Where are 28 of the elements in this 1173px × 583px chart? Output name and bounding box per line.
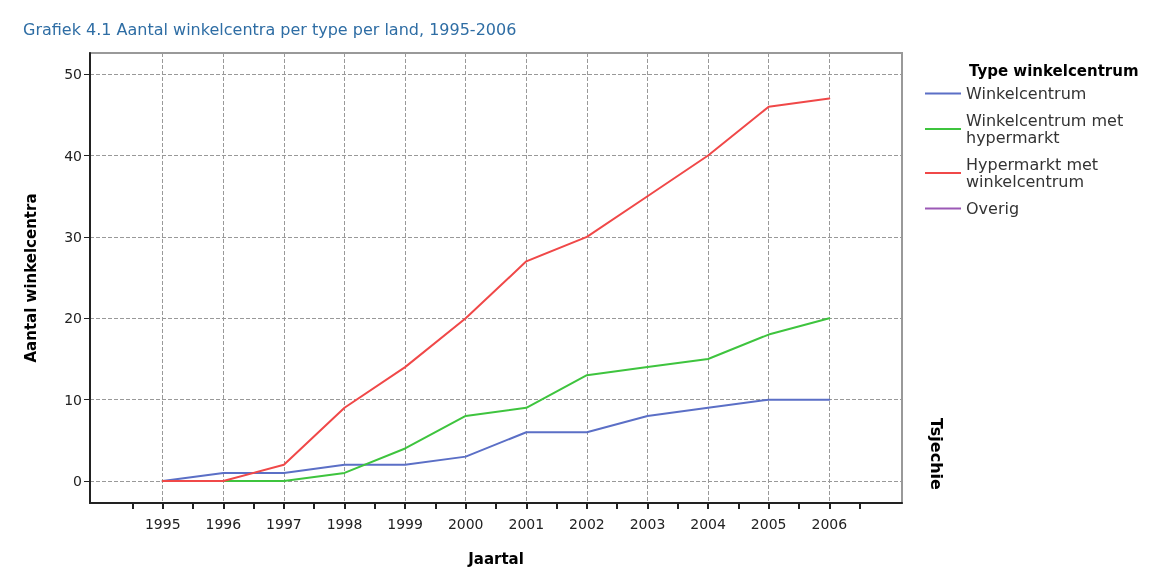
- x-tick-label: 2003: [629, 516, 666, 532]
- y-tick-label: 20: [64, 310, 82, 327]
- legend-title: Type winkelcentrum: [969, 61, 1139, 80]
- x-tick-label: 1999: [387, 516, 423, 532]
- x-tick-label: 2006: [811, 516, 848, 532]
- x-tick-label: 1995: [144, 516, 181, 532]
- x-tick-label: 2000: [447, 516, 484, 532]
- y-tick-label: 10: [64, 391, 82, 408]
- legend-label: Winkelcentrum: [966, 84, 1087, 103]
- legend-label: Winkelcentrum met hypermarkt: [966, 111, 1129, 147]
- x-tick-label: 2001: [508, 516, 545, 532]
- x-tick-label: 1996: [205, 516, 242, 532]
- y-tick-label: 30: [64, 228, 82, 245]
- y-tick-label: 40: [64, 147, 82, 164]
- x-tick-label: 1997: [266, 516, 302, 532]
- x-tick-label: 1998: [326, 516, 363, 532]
- x-axis-title: Jaartal: [467, 549, 524, 568]
- y-axis-title: Aantal winkelcentra: [21, 193, 40, 363]
- legend-label: Hypermarkt met winkelcentrum: [966, 155, 1104, 191]
- legend-label: Overig: [966, 199, 1020, 218]
- line-series: [161, 97, 831, 483]
- x-tick-label: 2002: [569, 516, 605, 532]
- y-tick-label: 0: [73, 473, 82, 490]
- text: Tsjechie: [926, 418, 946, 491]
- chart-title: Grafiek 4.1 Aantal winkelcentra per type per land, 1995-2006: [23, 19, 517, 39]
- x-tick-label: 2004: [690, 516, 726, 532]
- y-tick-label: 50: [64, 66, 82, 83]
- x-tick-label: 2005: [750, 516, 787, 532]
